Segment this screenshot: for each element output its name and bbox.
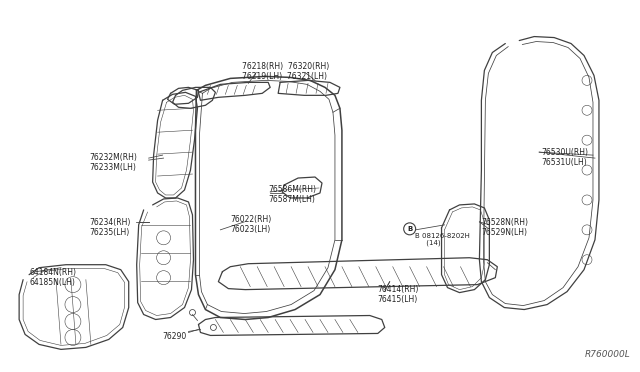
- Text: 76218(RH)  76320(RH): 76218(RH) 76320(RH): [243, 62, 330, 71]
- Text: 76219(LH)  76321(LH): 76219(LH) 76321(LH): [243, 73, 327, 81]
- Text: 76415(LH): 76415(LH): [378, 295, 418, 304]
- Text: B: B: [407, 226, 412, 232]
- Text: 76234(RH): 76234(RH): [89, 218, 131, 227]
- Text: 76290: 76290: [163, 333, 186, 341]
- Text: 76414(RH): 76414(RH): [378, 285, 419, 294]
- Text: 76023(LH): 76023(LH): [230, 225, 271, 234]
- Text: 76531U(LH): 76531U(LH): [541, 158, 587, 167]
- Text: 76232M(RH): 76232M(RH): [89, 153, 137, 162]
- Text: 76529N(LH): 76529N(LH): [481, 228, 527, 237]
- Text: 76528N(RH): 76528N(RH): [481, 218, 529, 227]
- Text: 64185N(LH): 64185N(LH): [29, 278, 75, 287]
- Text: 76586M(RH): 76586M(RH): [268, 185, 316, 194]
- Text: B 08126-8202H
     (14): B 08126-8202H (14): [415, 233, 470, 246]
- Text: 76235(LH): 76235(LH): [89, 228, 129, 237]
- Text: 76587M(LH): 76587M(LH): [268, 195, 315, 204]
- Text: R760000L: R760000L: [585, 350, 631, 359]
- Text: 76022(RH): 76022(RH): [230, 215, 271, 224]
- Text: 76530U(RH): 76530U(RH): [541, 148, 588, 157]
- Text: 64184N(RH): 64184N(RH): [29, 268, 76, 277]
- Text: 76233M(LH): 76233M(LH): [89, 163, 136, 172]
